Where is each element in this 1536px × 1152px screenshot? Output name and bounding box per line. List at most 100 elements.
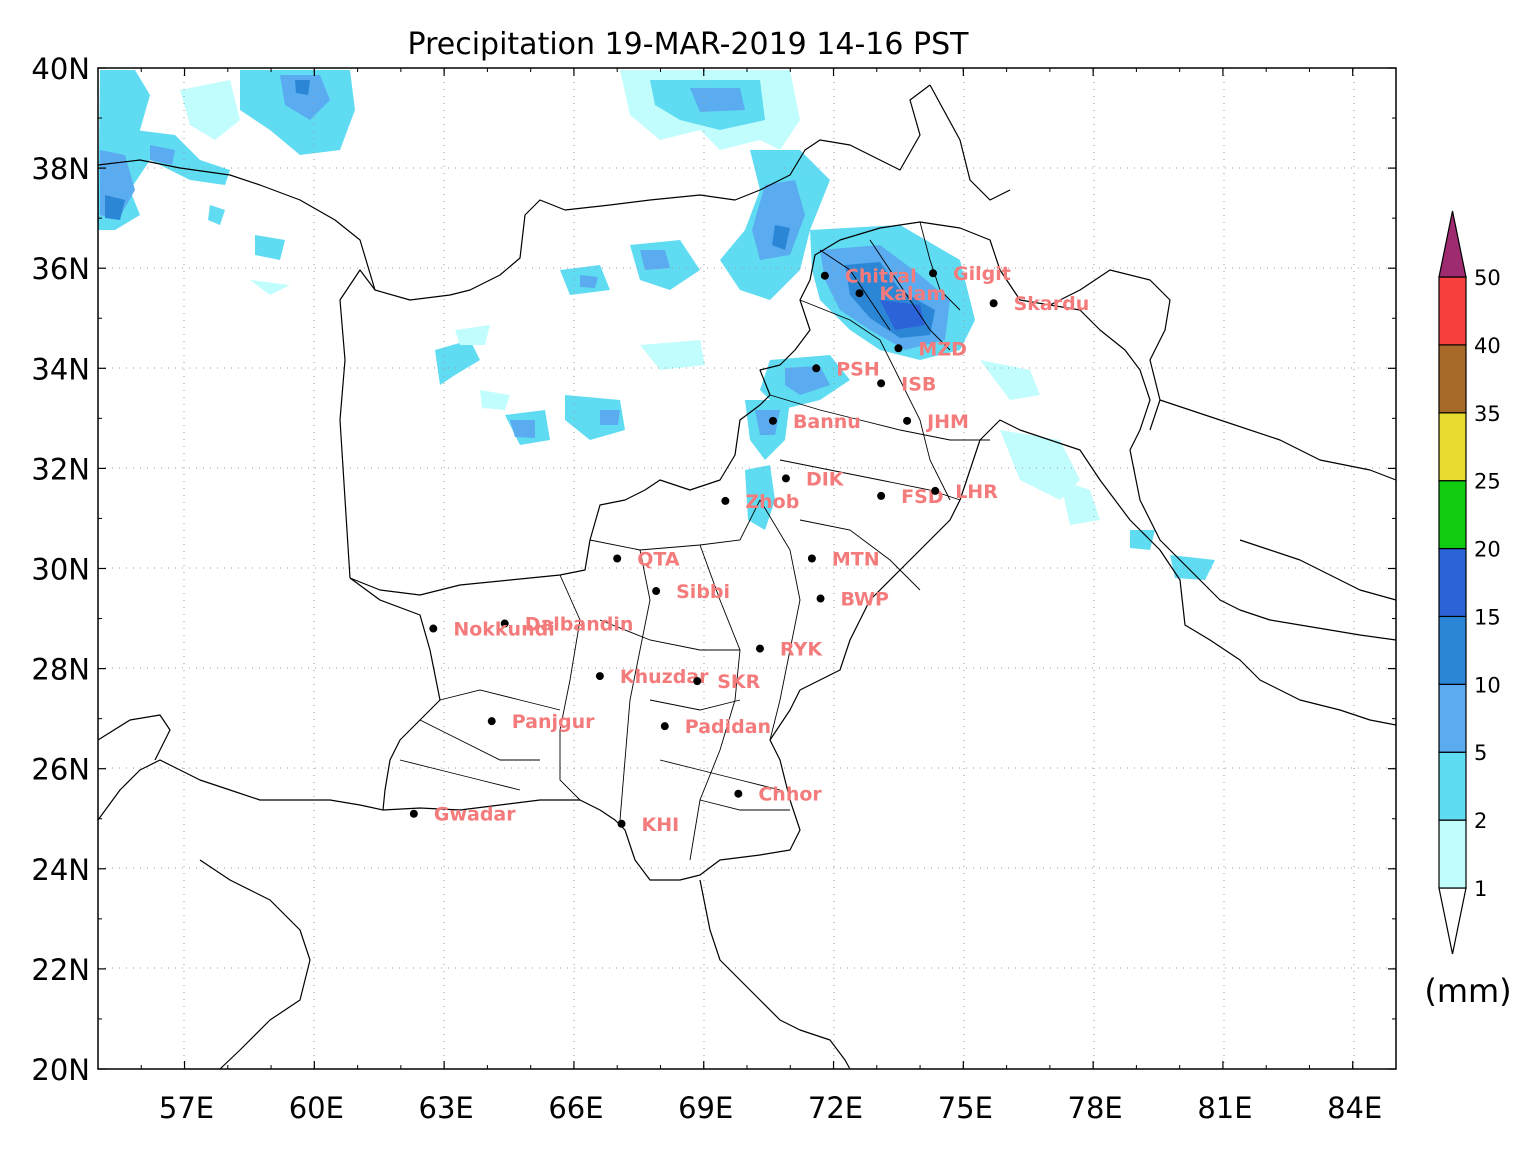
city-dot [755, 644, 764, 653]
city-label: Bannu [793, 411, 861, 433]
city-dot [894, 344, 903, 353]
city-label: Padidan [685, 716, 771, 738]
map-title: Precipitation 19-MAR-2019 14-16 PST [408, 27, 970, 62]
lon-tick-label: 75E [938, 1091, 993, 1125]
lat-tick-label: 26N [31, 753, 90, 787]
city-label: QTA [637, 548, 680, 570]
city-dot [781, 474, 790, 483]
city-dot [807, 554, 816, 563]
lon-tick-label: 69E [678, 1091, 733, 1125]
plot-area: Chitral Gilgit Kalam Skardu MZD PSH ISB Bannu JH… [97, 67, 1397, 1070]
lat-tick-label: 40N [31, 52, 90, 86]
lat-tick-label: 24N [31, 853, 90, 887]
legend-level-label: 2 [1474, 809, 1487, 833]
city-dot [617, 819, 626, 828]
lat-tick-label: 38N [31, 152, 90, 186]
legend-swatch [1438, 819, 1467, 889]
city-dot [820, 271, 829, 280]
city-dot [500, 619, 509, 628]
city-label: MTN [832, 548, 880, 570]
city-dot [613, 554, 622, 563]
city-dot [595, 672, 604, 681]
lon-tick-label: 81E [1197, 1091, 1252, 1125]
city-dot [693, 677, 702, 686]
legend-level-label: 10 [1474, 673, 1501, 697]
city-dot [660, 722, 669, 731]
legend-swatch [1438, 751, 1467, 821]
city-dot [721, 496, 730, 505]
city-label: ISB [901, 373, 936, 395]
lon-tick-label: 66E [548, 1091, 603, 1125]
city-label: Skardu [1014, 293, 1090, 315]
city-label: Gwadar [434, 804, 516, 826]
city-label: Khuzdar [620, 666, 709, 688]
city-label: Chitral [845, 266, 917, 288]
city-label: JHM [925, 411, 969, 433]
legend-level-label: 5 [1474, 741, 1487, 765]
legend-swatch [1438, 547, 1467, 618]
city-dot [903, 416, 912, 425]
lat-tick-label: 22N [31, 953, 90, 987]
lat-tick-label: 34N [31, 352, 90, 386]
district-boundaries [399, 221, 990, 861]
city-dot [768, 416, 777, 425]
lon-tick-label: 78E [1068, 1091, 1123, 1125]
legend-level-label: 20 [1474, 538, 1501, 562]
legend-under-triangle [1438, 887, 1467, 955]
city-label: KHI [642, 814, 680, 836]
city-dot [816, 594, 825, 603]
lat-tick-label: 30N [31, 553, 90, 587]
city-dot [487, 717, 496, 726]
legend-level-label: 1 [1474, 877, 1487, 901]
city-label: SKR [717, 671, 760, 693]
legend-level-label: 50 [1474, 266, 1501, 290]
lat-tick-label: 36N [31, 252, 90, 286]
lat-tick-label: 28N [31, 653, 90, 687]
legend-swatch [1438, 615, 1467, 685]
city-label: RYK [780, 639, 823, 661]
lon-tick-label: 72E [808, 1091, 863, 1125]
city-label: Kalam [879, 283, 946, 305]
city-label: Chhor [758, 784, 822, 806]
city-label: PSH [836, 358, 880, 380]
city-dot [989, 299, 998, 308]
city-label: Zhob [745, 491, 799, 513]
city-dot [929, 269, 938, 278]
legend-swatch [1438, 276, 1467, 346]
units-label: (mm) [1424, 972, 1511, 1010]
city-label: Nokkundi [453, 619, 554, 641]
city-label: Panjgur [512, 711, 595, 733]
lon-tick-label: 84E [1327, 1091, 1382, 1125]
longitude-axis: 57E 60E 63E 66E 69E 72E 75E 78E 81E 84E [140, 68, 1397, 1125]
city-markers: Chitral Gilgit Kalam Skardu MZD PSH ISB Bannu JH… [409, 263, 1090, 836]
lat-tick-label: 32N [31, 452, 90, 486]
city-dot [734, 789, 743, 798]
legend-level-label: 35 [1474, 402, 1501, 426]
city-dot [877, 379, 886, 388]
city-dot [877, 491, 886, 500]
city-label: Dalbandin [525, 614, 634, 636]
city-dot [409, 809, 418, 818]
city-dot [652, 587, 661, 596]
city-label: LHR [955, 481, 998, 503]
city-dot [429, 624, 438, 633]
legend-swatch [1438, 683, 1467, 753]
legend-over-triangle [1438, 210, 1467, 278]
city-dot [812, 364, 821, 373]
city-label: Gilgit [953, 263, 1011, 285]
lon-tick-label: 63E [419, 1091, 474, 1125]
lat-tick-label: 20N [31, 1053, 90, 1087]
city-label: Sibbi [676, 581, 730, 603]
legend-level-label: 25 [1474, 470, 1501, 494]
latitude-axis: 40N 38N 36N 34N 32N 30N 28N 26N 24N 22N 20N [31, 52, 1396, 1087]
legend-level-label: 15 [1474, 605, 1501, 629]
legend-swatch [1438, 480, 1467, 550]
city-dot [855, 289, 864, 298]
city-label: BWP [841, 589, 889, 611]
legend-swatch [1438, 412, 1467, 482]
legend-level-label: 40 [1474, 334, 1501, 358]
city-label: DIK [806, 468, 845, 490]
legend-swatch [1438, 344, 1467, 414]
